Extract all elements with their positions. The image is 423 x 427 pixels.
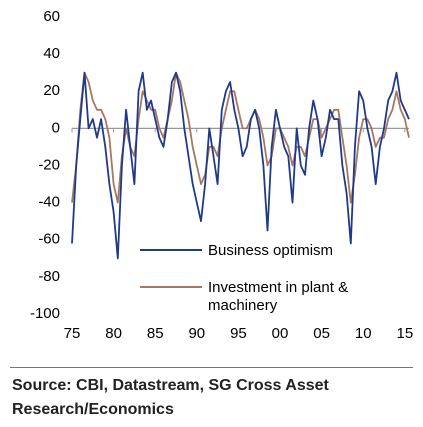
y-tick-label: -100 (30, 305, 60, 322)
x-tick-label: 00 (272, 325, 289, 342)
source-note: Source: CBI, Datastream, SG Cross Asset … (12, 377, 329, 418)
separator (10, 367, 413, 368)
y-tick-label: 0 (52, 119, 60, 136)
x-tick-label: 75 (64, 325, 81, 342)
series-line (71, 71, 410, 260)
y-tick-label: -80 (38, 268, 60, 285)
chart: -100 -80 -60 -40 -20 0 20 40 60 75 80 85 90 95 00 05 10 1… (30, 8, 413, 342)
x-tick-label: 10 (355, 325, 372, 342)
y-tick-label: -60 (38, 231, 60, 248)
x-tick-label: 05 (313, 325, 330, 342)
x-tick-label: 85 (147, 325, 164, 342)
y-tick-label: 40 (43, 45, 60, 62)
x-tick-label: 15 (396, 325, 413, 342)
x-tick-label: 80 (105, 325, 122, 342)
x-tick-label: 90 (188, 325, 205, 342)
legend-label: Business optimism (208, 242, 334, 259)
y-tick-label: 20 (43, 82, 60, 99)
x-tick-label: 95 (230, 325, 247, 342)
legend-label: Investment in plant & machinery (208, 279, 349, 314)
y-tick-label: 60 (43, 8, 60, 25)
y-tick-label: -20 (38, 156, 60, 173)
y-tick-label: -40 (38, 194, 60, 211)
